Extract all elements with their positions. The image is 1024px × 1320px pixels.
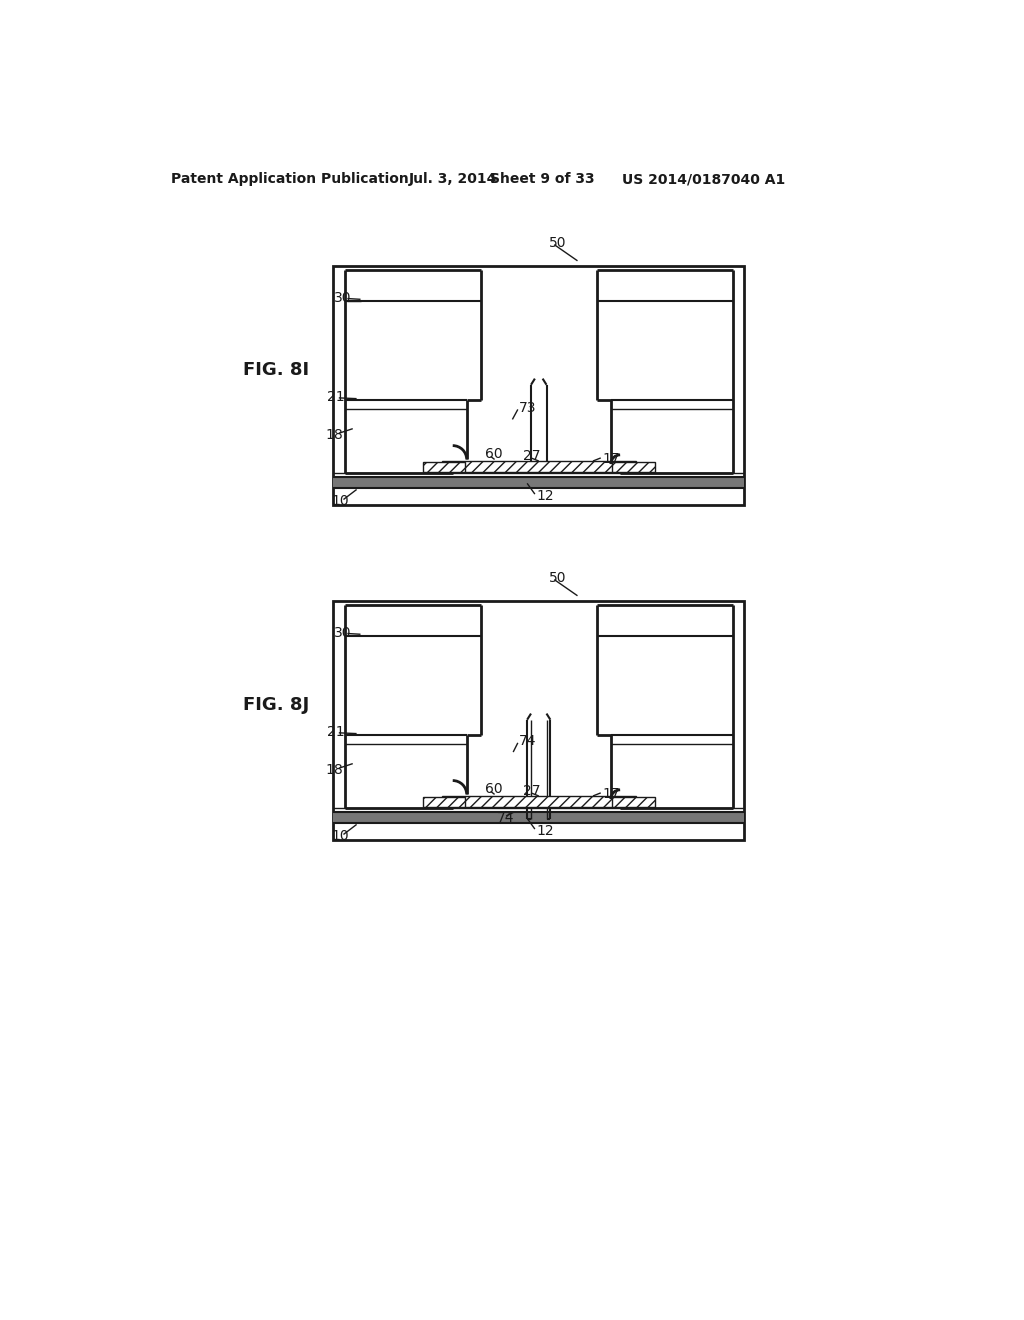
Text: 18: 18 xyxy=(326,763,343,776)
Text: FIG. 8J: FIG. 8J xyxy=(243,696,309,714)
Text: 27: 27 xyxy=(523,784,541,799)
Text: 30: 30 xyxy=(334,290,351,305)
Text: 21: 21 xyxy=(328,391,345,404)
Bar xyxy=(334,601,744,840)
Bar xyxy=(442,796,636,807)
Bar xyxy=(334,267,744,506)
Text: Jul. 3, 2014: Jul. 3, 2014 xyxy=(409,172,497,186)
Text: 12: 12 xyxy=(537,824,554,838)
Text: 18: 18 xyxy=(326,428,343,442)
Bar xyxy=(423,462,465,471)
Text: 17: 17 xyxy=(602,788,620,801)
Bar xyxy=(442,461,636,471)
Text: 12: 12 xyxy=(537,488,554,503)
Bar xyxy=(612,797,655,807)
Bar xyxy=(612,462,655,471)
Text: 10: 10 xyxy=(331,829,349,843)
Text: 74: 74 xyxy=(519,734,537,748)
Text: 60: 60 xyxy=(484,781,502,796)
Text: FIG. 8I: FIG. 8I xyxy=(243,362,309,379)
Text: 74: 74 xyxy=(497,810,514,825)
Bar xyxy=(334,812,744,822)
Bar xyxy=(334,478,744,488)
Text: 10: 10 xyxy=(331,494,349,508)
Text: US 2014/0187040 A1: US 2014/0187040 A1 xyxy=(622,172,785,186)
Text: 73: 73 xyxy=(519,401,537,414)
Bar xyxy=(423,797,465,807)
Text: 21: 21 xyxy=(328,725,345,739)
Text: 60: 60 xyxy=(484,447,502,461)
Text: 50: 50 xyxy=(549,572,566,585)
Text: 30: 30 xyxy=(334,626,351,640)
Text: 17: 17 xyxy=(602,453,620,466)
Text: Sheet 9 of 33: Sheet 9 of 33 xyxy=(489,172,595,186)
Text: 27: 27 xyxy=(523,449,541,463)
Text: Patent Application Publication: Patent Application Publication xyxy=(171,172,409,186)
Text: 50: 50 xyxy=(549,236,566,249)
